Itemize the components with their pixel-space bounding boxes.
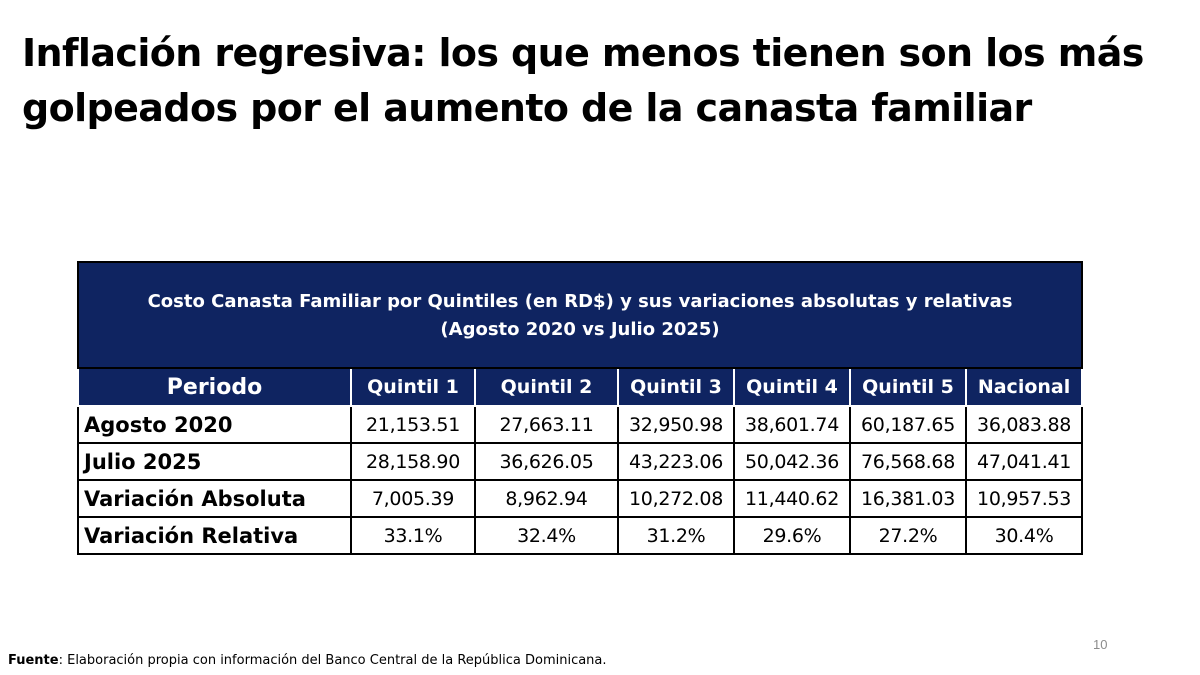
row-label-agosto-2020: Agosto 2020 xyxy=(77,405,352,444)
header-quintil-2: Quintil 2 xyxy=(474,367,619,407)
row-label-julio-2025: Julio 2025 xyxy=(77,442,352,481)
table-cell: 27,663.11 xyxy=(474,405,619,444)
table-caption-line-2: (Agosto 2020 vs Julio 2025) xyxy=(440,319,720,340)
table-cell: 29.6% xyxy=(733,516,851,555)
header-periodo: Periodo xyxy=(77,367,352,407)
table-cell: 27.2% xyxy=(849,516,967,555)
table-cell: 32.4% xyxy=(474,516,619,555)
table-cell: 8,962.94 xyxy=(474,479,619,518)
table-cell: 43,223.06 xyxy=(617,442,735,481)
table-cell: 16,381.03 xyxy=(849,479,967,518)
slide-title: Inflación regresiva: los que menos tiene… xyxy=(22,31,1144,130)
basket-cost-table: Costo Canasta Familiar por Quintiles (en… xyxy=(76,261,1084,555)
table-cell: 76,568.68 xyxy=(849,442,967,481)
table-cell: 31.2% xyxy=(617,516,735,555)
page-number: 10 xyxy=(1093,637,1108,652)
table-cell: 32,950.98 xyxy=(617,405,735,444)
table-row: Variación Relativa 33.1% 32.4% 31.2% 29.… xyxy=(77,516,1084,555)
header-quintil-3: Quintil 3 xyxy=(617,367,735,407)
table-header-row: Periodo Quintil 1 Quintil 2 Quintil 3 Qu… xyxy=(77,367,1084,407)
basket-cost-table-container: Costo Canasta Familiar por Quintiles (en… xyxy=(76,261,1084,555)
table-cell: 38,601.74 xyxy=(733,405,851,444)
source-note: Fuente: Elaboración propia con informaci… xyxy=(8,653,607,668)
table-row: Agosto 2020 21,153.51 27,663.11 32,950.9… xyxy=(77,405,1084,444)
table-cell: 50,042.36 xyxy=(733,442,851,481)
table-caption-line-1: Costo Canasta Familiar por Quintiles (en… xyxy=(147,291,1013,312)
source-label: Fuente xyxy=(8,653,59,668)
table-cell: 33.1% xyxy=(350,516,476,555)
table-cell: 60,187.65 xyxy=(849,405,967,444)
table-cell: 7,005.39 xyxy=(350,479,476,518)
table-cell: 10,272.08 xyxy=(617,479,735,518)
header-quintil-4: Quintil 4 xyxy=(733,367,851,407)
table-cell: 36,626.05 xyxy=(474,442,619,481)
row-label-variacion-absoluta: Variación Absoluta xyxy=(77,479,352,518)
table-cell: 10,957.53 xyxy=(964,479,1084,518)
source-text: : Elaboración propia con información del… xyxy=(58,653,607,668)
table-cell: 21,153.51 xyxy=(350,405,476,444)
table-row: Julio 2025 28,158.90 36,626.05 43,223.06… xyxy=(77,442,1084,481)
header-quintil-1: Quintil 1 xyxy=(350,367,476,407)
table-caption: Costo Canasta Familiar por Quintiles (en… xyxy=(76,261,1084,369)
table-caption-row: Costo Canasta Familiar por Quintiles (en… xyxy=(76,261,1084,369)
row-label-variacion-relativa: Variación Relativa xyxy=(77,516,352,555)
table-cell: 28,158.90 xyxy=(350,442,476,481)
table-cell: 47,041.41 xyxy=(964,442,1084,481)
header-quintil-5: Quintil 5 xyxy=(849,367,967,407)
table-cell: 30.4% xyxy=(964,516,1084,555)
header-nacional: Nacional xyxy=(964,367,1084,407)
table-cell: 36,083.88 xyxy=(964,405,1084,444)
table-cell: 11,440.62 xyxy=(733,479,851,518)
table-row: Variación Absoluta 7,005.39 8,962.94 10,… xyxy=(77,479,1084,518)
